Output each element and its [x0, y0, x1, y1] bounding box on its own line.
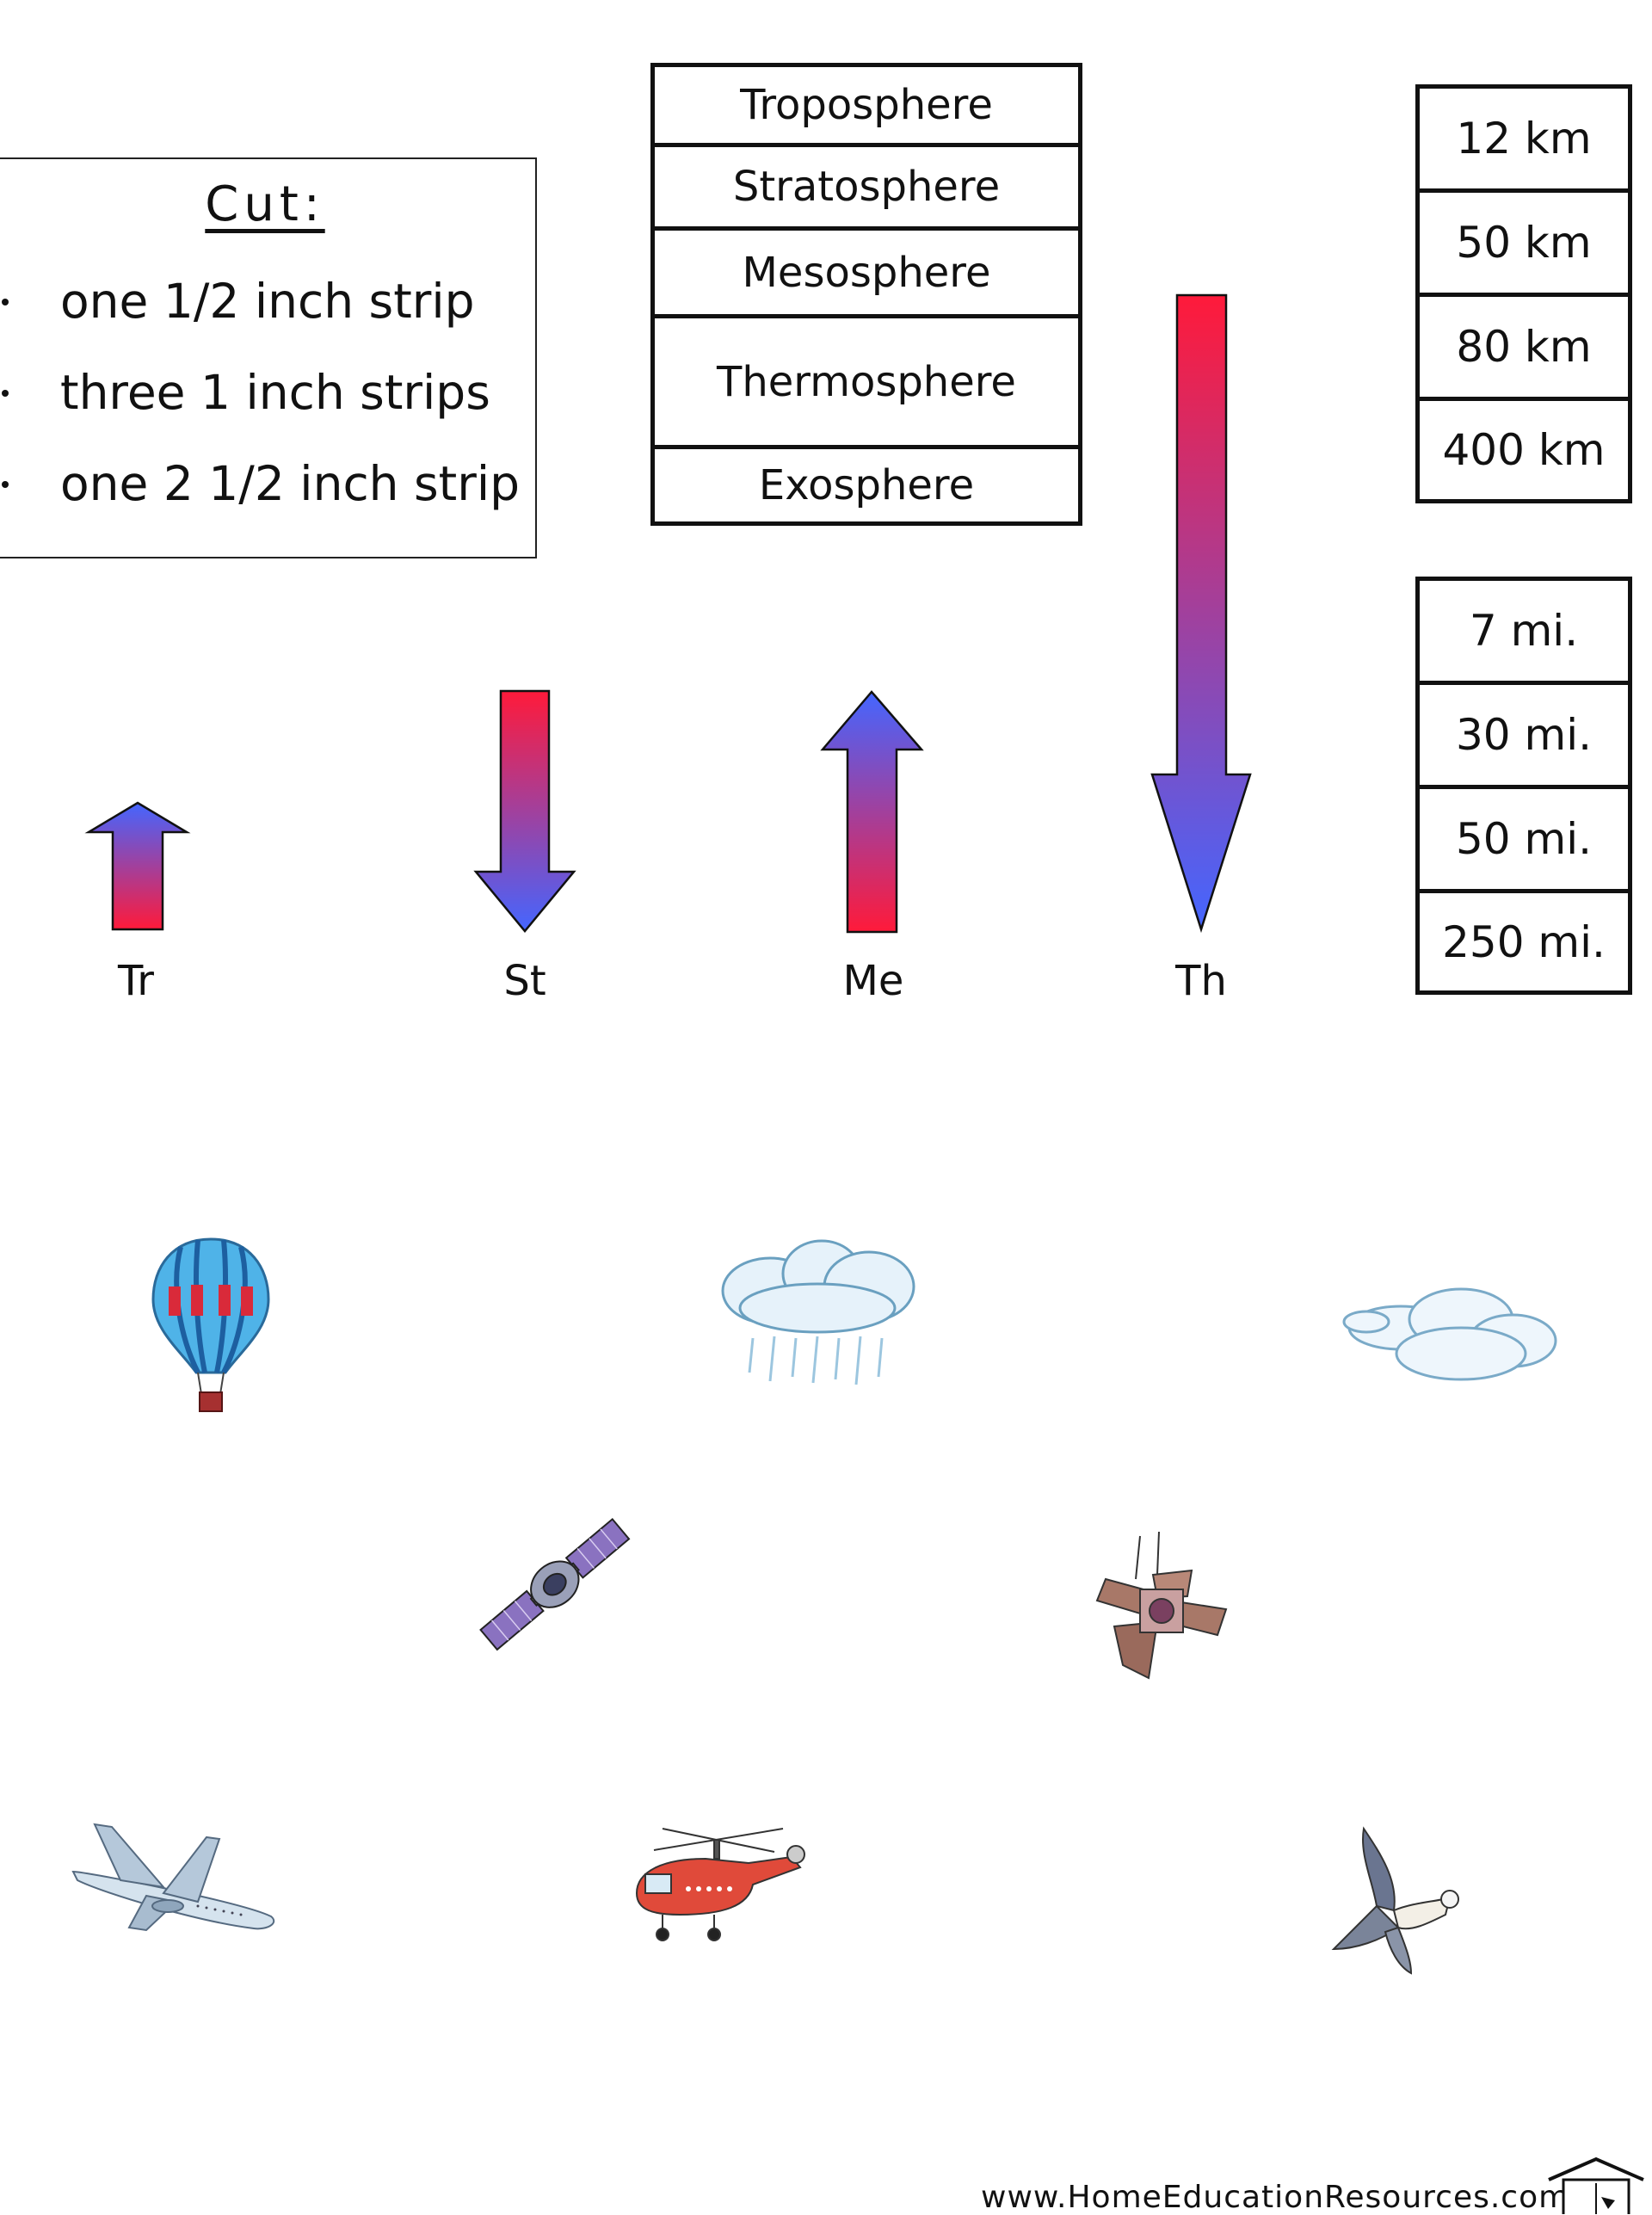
arrow-tr — [84, 801, 191, 931]
bird-icon — [1331, 1826, 1459, 1975]
cut-title: Cut: — [0, 176, 532, 232]
km-cell: 80 km — [1420, 297, 1628, 401]
rain-cloud-icon — [721, 1239, 915, 1385]
home-education-logo — [1548, 2156, 1644, 2214]
temperature-arrows — [84, 293, 1252, 934]
cut-item: three 1 inch strips — [0, 347, 520, 438]
layer-cell-exosphere: Exosphere — [758, 461, 975, 509]
km-altitude-stack: 12 km 50 km 80 km 400 km — [1415, 84, 1632, 503]
space-station-icon — [1095, 1531, 1228, 1680]
mi-cell: 30 mi. — [1420, 685, 1628, 789]
km-cell: 400 km — [1442, 425, 1606, 475]
arrow-label-tr: Tr — [118, 957, 154, 1005]
arrow-th — [1150, 293, 1252, 934]
satellite-icon — [479, 1517, 631, 1651]
layer-names-stack: Troposphere Stratosphere Mesosphere Ther… — [650, 63, 1082, 526]
layer-cell-thermosphere: Thermosphere — [655, 318, 1078, 449]
helicopter-icon — [635, 1828, 805, 1941]
layer-cell-troposphere: Troposphere — [655, 67, 1078, 147]
hot-air-balloon-icon — [151, 1237, 270, 1412]
km-cell: 12 km — [1420, 89, 1628, 193]
airplane-icon — [71, 1823, 275, 1932]
cut-instructions-box: Cut: one 1/2 inch strip three 1 inch str… — [0, 157, 537, 558]
arrow-label-me: Me — [842, 957, 904, 1005]
mi-cell: 250 mi. — [1442, 916, 1606, 967]
km-cell: 50 km — [1420, 193, 1628, 297]
arrow-label-th: Th — [1175, 957, 1227, 1005]
arrow-label-st: St — [503, 957, 546, 1005]
layer-cell-stratosphere: Stratosphere — [655, 147, 1078, 231]
layer-cell-mesosphere: Mesosphere — [655, 231, 1078, 318]
cut-item: one 1/2 inch strip — [0, 256, 520, 347]
mi-altitude-stack: 7 mi. 30 mi. 50 mi. 250 mi. — [1415, 577, 1632, 995]
cut-list: one 1/2 inch strip three 1 inch strips o… — [0, 256, 520, 529]
arrow-me — [820, 690, 924, 934]
cloud-icon — [1342, 1287, 1557, 1381]
cut-title-text: Cut: — [205, 176, 325, 232]
mi-cell: 50 mi. — [1420, 789, 1628, 893]
mi-cell: 7 mi. — [1420, 581, 1628, 685]
cut-item: one 2 1/2 inch strip — [0, 438, 520, 529]
arrow-st — [473, 689, 576, 933]
footer-url: www.HomeEducationResources.com — [981, 2180, 1570, 2215]
